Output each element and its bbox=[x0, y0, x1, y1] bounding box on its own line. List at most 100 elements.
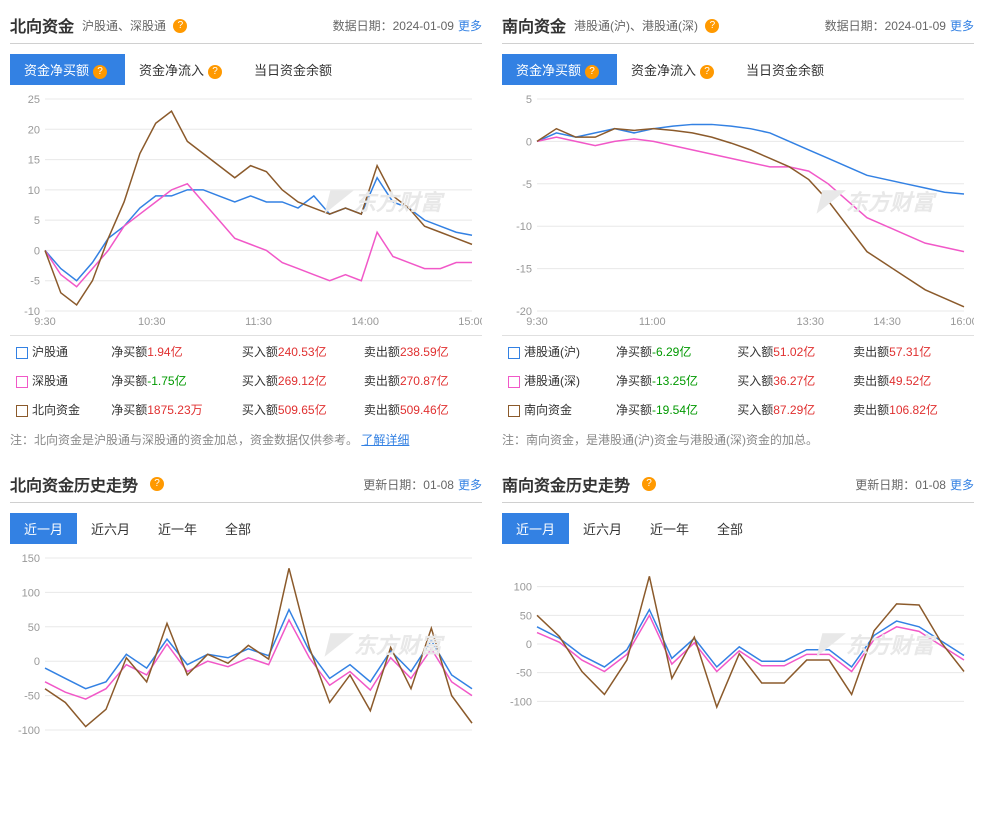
svg-text:11:00: 11:00 bbox=[639, 316, 666, 328]
swatch-icon bbox=[16, 405, 28, 417]
legend-value: 卖出额57.31亿 bbox=[849, 338, 972, 365]
svg-text:50: 50 bbox=[520, 610, 532, 622]
svg-text:100: 100 bbox=[22, 587, 40, 599]
legend-row: 南向资金净买额-19.54亿买入额87.29亿卖出额106.82亿 bbox=[504, 396, 972, 423]
legend-row: 港股通(沪)净买额-6.29亿买入额51.02亿卖出额57.31亿 bbox=[504, 338, 972, 365]
tab-bar: 近一月近六月近一年全部 bbox=[502, 513, 974, 544]
help-icon[interactable]: ? bbox=[642, 477, 656, 491]
more-link[interactable]: 更多 bbox=[950, 476, 974, 493]
svg-text:25: 25 bbox=[28, 94, 40, 106]
legend-value: 净买额1.94亿 bbox=[107, 338, 236, 365]
legend-value: 买入额36.27亿 bbox=[733, 367, 847, 394]
help-icon[interactable]: ? bbox=[705, 19, 719, 33]
svg-text:0: 0 bbox=[34, 656, 40, 668]
help-icon[interactable]: ? bbox=[700, 65, 714, 79]
realtime-panel: 南向资金港股通(沪)、港股通(深) ?数据日期：2024-01-09更多资金净买… bbox=[492, 0, 984, 459]
svg-text:100: 100 bbox=[514, 582, 532, 594]
legend-value: 净买额-1.75亿 bbox=[107, 367, 236, 394]
tab[interactable]: 当日资金余额 bbox=[240, 54, 346, 85]
help-icon[interactable]: ? bbox=[150, 477, 164, 491]
svg-text:5: 5 bbox=[526, 94, 532, 106]
date-label: 更新日期：01-08 bbox=[363, 476, 454, 493]
panel-header: 南向资金港股通(沪)、港股通(深) ?数据日期：2024-01-09更多 bbox=[502, 5, 974, 44]
legend-value: 净买额-19.54亿 bbox=[612, 396, 731, 423]
panel-subtitle: 沪股通、深股通 ? bbox=[82, 17, 333, 34]
date-label: 更新日期：01-08 bbox=[855, 476, 946, 493]
panel-title: 北向资金 bbox=[10, 13, 74, 37]
legend-name: 港股通(沪) bbox=[504, 338, 610, 365]
tab[interactable]: 近六月 bbox=[569, 513, 636, 544]
tab[interactable]: 资金净流入? bbox=[125, 54, 240, 85]
panel-title: 北向资金历史走势 bbox=[10, 472, 138, 496]
legend-name: 南向资金 bbox=[504, 396, 610, 423]
panel-header: 南向资金历史走势? 更新日期：01-08更多 bbox=[502, 464, 974, 503]
note: 注：南向资金，是港股通(沪)资金与港股通(深)资金的加总。 bbox=[502, 425, 974, 454]
tab[interactable]: 当日资金余额 bbox=[732, 54, 838, 85]
date-label: 数据日期：2024-01-09 bbox=[825, 17, 946, 34]
more-link[interactable]: 更多 bbox=[458, 17, 482, 34]
svg-text:-50: -50 bbox=[24, 691, 40, 703]
svg-text:16:00: 16:00 bbox=[950, 316, 974, 328]
tab[interactable]: 资金净买额? bbox=[10, 54, 125, 85]
svg-text:-100: -100 bbox=[18, 725, 40, 737]
svg-text:0: 0 bbox=[34, 245, 40, 257]
svg-text:11:30: 11:30 bbox=[245, 316, 272, 328]
help-icon[interactable]: ? bbox=[173, 19, 187, 33]
legend-row: 沪股通净买额1.94亿买入额240.53亿卖出额238.59亿 bbox=[12, 338, 480, 365]
legend-table: 沪股通净买额1.94亿买入额240.53亿卖出额238.59亿深股通净买额-1.… bbox=[10, 335, 482, 425]
svg-text:20: 20 bbox=[28, 124, 40, 136]
svg-text:9:30: 9:30 bbox=[526, 316, 547, 328]
legend-value: 卖出额270.87亿 bbox=[360, 367, 480, 394]
legend-name: 北向资金 bbox=[12, 396, 105, 423]
legend-value: 买入额51.02亿 bbox=[733, 338, 847, 365]
panel-title: 南向资金历史走势 bbox=[502, 472, 630, 496]
legend-value: 净买额-13.25亿 bbox=[612, 367, 731, 394]
realtime-panel: 北向资金沪股通、深股通 ?数据日期：2024-01-09更多资金净买额?资金净流… bbox=[0, 0, 492, 459]
chart: 东方财富-100-50050100 bbox=[502, 548, 974, 748]
tab[interactable]: 全部 bbox=[703, 513, 757, 544]
legend-name: 沪股通 bbox=[12, 338, 105, 365]
more-link[interactable]: 更多 bbox=[458, 476, 482, 493]
swatch-icon bbox=[508, 376, 520, 388]
tab[interactable]: 近一年 bbox=[144, 513, 211, 544]
svg-text:15: 15 bbox=[28, 155, 40, 167]
help-icon[interactable]: ? bbox=[93, 65, 107, 79]
note: 注：北向资金是沪股通与深股通的资金加总，资金数据仅供参考。 了解详细 bbox=[10, 425, 482, 454]
svg-text:-5: -5 bbox=[30, 276, 40, 288]
chart: 东方财富-20-15-10-5059:3011:0013:3014:3016:0… bbox=[502, 89, 974, 329]
legend-value: 卖出额49.52亿 bbox=[849, 367, 972, 394]
swatch-icon bbox=[16, 347, 28, 359]
svg-text:-15: -15 bbox=[516, 264, 532, 276]
tab[interactable]: 近一月 bbox=[502, 513, 569, 544]
tab[interactable]: 资金净买额? bbox=[502, 54, 617, 85]
tab-bar: 资金净买额?资金净流入?当日资金余额 bbox=[10, 54, 482, 85]
svg-text:-50: -50 bbox=[516, 668, 532, 680]
tab[interactable]: 资金净流入? bbox=[617, 54, 732, 85]
tab[interactable]: 全部 bbox=[211, 513, 265, 544]
chart: 东方财富-100-50050100150 bbox=[10, 548, 482, 748]
legend-row: 北向资金净买额1875.23万买入额509.65亿卖出额509.46亿 bbox=[12, 396, 480, 423]
legend-value: 卖出额238.59亿 bbox=[360, 338, 480, 365]
date-label: 数据日期：2024-01-09 bbox=[333, 17, 454, 34]
tab[interactable]: 近一月 bbox=[10, 513, 77, 544]
tab[interactable]: 近六月 bbox=[77, 513, 144, 544]
svg-text:10: 10 bbox=[28, 185, 40, 197]
help-icon[interactable]: ? bbox=[585, 65, 599, 79]
panel-header: 北向资金历史走势? 更新日期：01-08更多 bbox=[10, 464, 482, 503]
swatch-icon bbox=[508, 347, 520, 359]
svg-text:14:30: 14:30 bbox=[873, 316, 901, 328]
legend-table: 港股通(沪)净买额-6.29亿买入额51.02亿卖出额57.31亿港股通(深)净… bbox=[502, 335, 974, 425]
more-link[interactable]: 更多 bbox=[950, 17, 974, 34]
svg-text:50: 50 bbox=[28, 622, 40, 634]
tab-bar: 资金净买额?资金净流入?当日资金余额 bbox=[502, 54, 974, 85]
legend-value: 卖出额509.46亿 bbox=[360, 396, 480, 423]
legend-name: 深股通 bbox=[12, 367, 105, 394]
help-icon[interactable]: ? bbox=[208, 65, 222, 79]
svg-text:150: 150 bbox=[22, 553, 40, 565]
note-link[interactable]: 了解详细 bbox=[361, 433, 409, 447]
svg-text:9:30: 9:30 bbox=[34, 316, 55, 328]
svg-text:13:30: 13:30 bbox=[797, 316, 825, 328]
chart: 东方财富-10-505101520259:3010:3011:3014:0015… bbox=[10, 89, 482, 329]
legend-value: 净买额1875.23万 bbox=[107, 396, 236, 423]
tab[interactable]: 近一年 bbox=[636, 513, 703, 544]
